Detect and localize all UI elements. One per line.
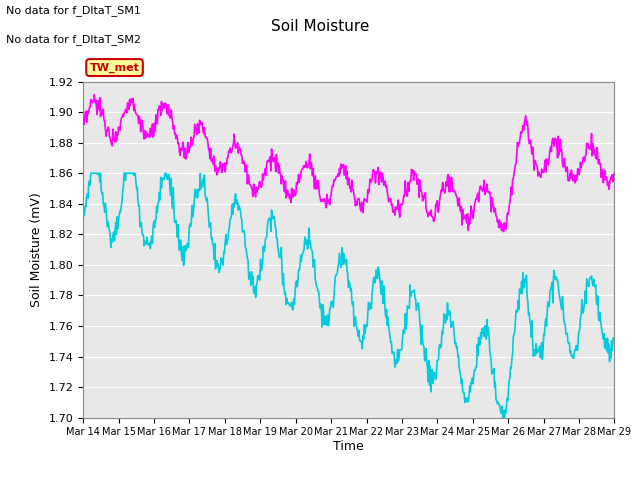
Text: Soil Moisture: Soil Moisture [271, 19, 369, 34]
X-axis label: Time: Time [333, 440, 364, 453]
Y-axis label: Soil Moisture (mV): Soil Moisture (mV) [30, 192, 43, 307]
Text: No data for f_DltaT_SM1: No data for f_DltaT_SM1 [6, 5, 141, 16]
Text: No data for f_DltaT_SM2: No data for f_DltaT_SM2 [6, 34, 141, 45]
Text: TW_met: TW_met [90, 62, 140, 72]
